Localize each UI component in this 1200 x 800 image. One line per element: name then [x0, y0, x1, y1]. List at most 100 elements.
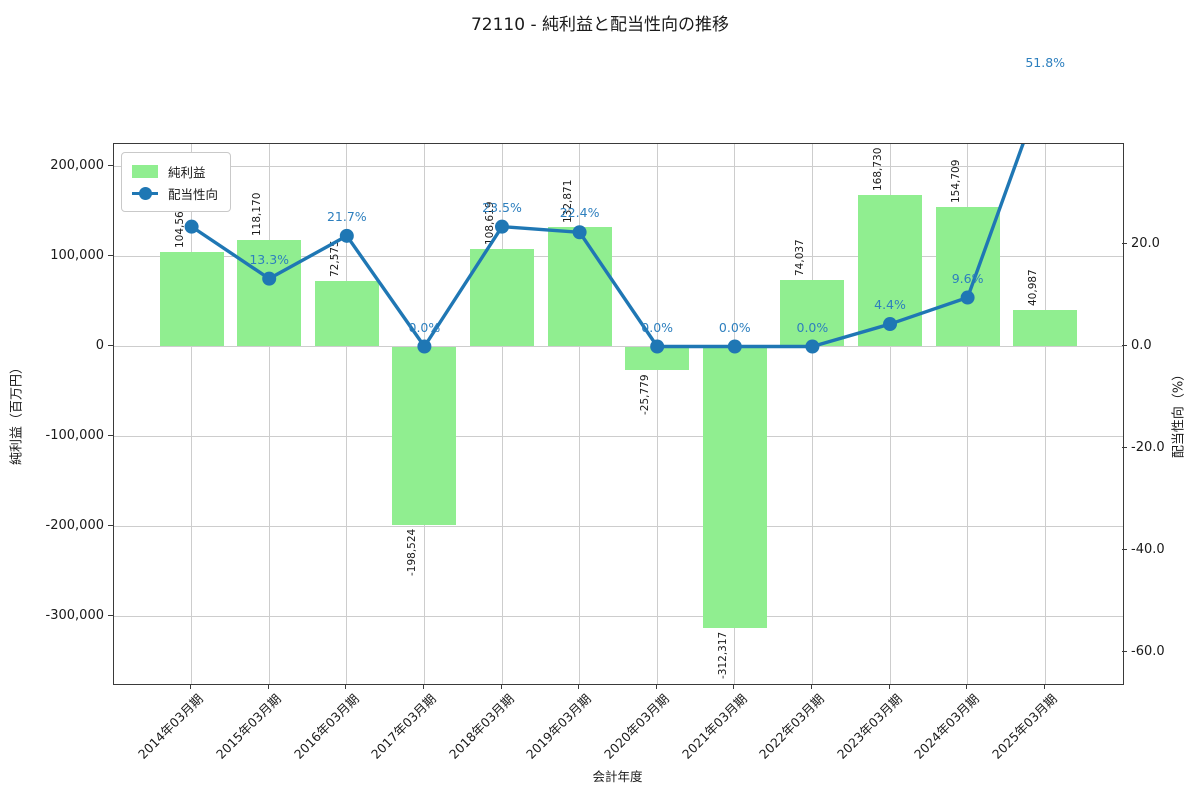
x-ticklabel-6: 2020年03月期 — [600, 691, 672, 762]
bar-2022年03月期 — [780, 279, 845, 347]
legend-line-swatch — [132, 186, 158, 200]
payout-label-3: 0.0% — [408, 319, 441, 335]
x-tickmark-0 — [190, 684, 192, 689]
x-tickmark-6 — [655, 684, 657, 689]
line-marker-7 — [727, 339, 742, 354]
bar-2021年03月期 — [702, 346, 767, 628]
line-marker-6 — [650, 339, 665, 354]
bar-2016年03月期 — [314, 281, 379, 347]
y-left-ticklabel-1: 100,000 — [50, 247, 104, 263]
legend-item-line: 配当性向 — [132, 182, 218, 204]
line-marker-3 — [417, 339, 432, 354]
gridline-v-11 — [1044, 144, 1046, 684]
legend-item-bar: 純利益 — [132, 160, 218, 182]
gridline-v-2 — [346, 144, 348, 684]
line-marker-0 — [184, 219, 199, 234]
gridline-v-1 — [268, 144, 270, 684]
line-marker-8 — [805, 339, 820, 354]
y-right-tickmark-0 — [1122, 243, 1127, 244]
x-tickmark-9 — [888, 684, 890, 689]
bar-2025年03月期 — [1013, 309, 1078, 347]
y-right-ticklabel-0: 20.0 — [1131, 235, 1160, 251]
payout-label-2: 21.7% — [326, 208, 367, 224]
y-left-tickmark-1 — [108, 255, 113, 256]
gridline-v-5 — [579, 144, 581, 684]
legend: 純利益 配当性向 — [121, 152, 232, 212]
gridline-v-4 — [501, 144, 503, 684]
x-tickmark-5 — [578, 684, 580, 689]
x-tickmark-8 — [810, 684, 812, 689]
gridline-v-0 — [191, 144, 193, 684]
x-ticklabel-3: 2017年03月期 — [368, 691, 440, 762]
legend-line-label: 配当性向 — [168, 186, 219, 202]
gridline-v-9 — [889, 144, 891, 684]
legend-line-marker-icon — [139, 186, 152, 200]
x-ticklabel-11: 2025年03月期 — [988, 691, 1060, 762]
x-ticklabel-2: 2016年03月期 — [290, 691, 362, 762]
chart-title: 72110 - 純利益と配当性向の推移 — [470, 15, 730, 35]
gridline-v-8 — [811, 144, 813, 684]
x-ticklabel-9: 2023年03月期 — [833, 691, 905, 762]
gridline-h-0 — [114, 166, 1123, 167]
y-left-ticklabel-3: -100,000 — [45, 427, 104, 443]
y-right-ticklabel-1: 0.0 — [1131, 337, 1152, 353]
y-right-ticklabel-2: -20.0 — [1131, 439, 1165, 455]
y-left-tickmark-4 — [108, 525, 113, 526]
x-tickmark-11 — [1043, 684, 1045, 689]
x-ticklabel-1: 2015年03月期 — [212, 691, 284, 762]
bar-2018年03月期 — [470, 248, 534, 347]
bar-2014年03月期 — [159, 252, 224, 347]
x-axis-label: 会計年度 — [592, 769, 643, 784]
payout-ratio-line — [184, 144, 1025, 354]
payout-label-5: 22.4% — [559, 205, 600, 221]
legend-bar-swatch — [132, 164, 158, 178]
bar-2024年03月期 — [935, 207, 1000, 347]
x-ticklabel-10: 2024年03月期 — [911, 691, 983, 762]
line-marker-10 — [960, 290, 975, 305]
x-tickmark-3 — [422, 684, 424, 689]
y-left-ticklabel-4: -200,000 — [45, 517, 104, 533]
payout-label-8: 0.0% — [796, 319, 829, 335]
line-marker-2 — [339, 228, 354, 243]
x-ticklabel-8: 2022年03月期 — [756, 691, 828, 762]
payout-label-1: 13.3% — [249, 251, 290, 267]
x-ticklabel-7: 2021年03月期 — [678, 691, 750, 762]
line-marker-1 — [262, 271, 277, 286]
payout-label-11: 51.8% — [1025, 55, 1066, 71]
gridline-h-3 — [114, 436, 1123, 437]
bar-2017年03月期 — [392, 346, 457, 526]
y-left-tickmark-0 — [108, 165, 113, 166]
payout-label-10: 9.6% — [951, 270, 984, 286]
x-ticklabel-4: 2018年03月期 — [445, 691, 517, 762]
x-tickmark-4 — [500, 684, 502, 689]
legend-bar-label: 純利益 — [168, 164, 206, 180]
x-tickmark-10 — [966, 684, 968, 689]
x-tickmark-7 — [733, 684, 735, 689]
y-left-ticklabel-2: 0 — [95, 337, 104, 353]
y-left-tickmark-5 — [108, 615, 113, 616]
bar-2019年03月期 — [547, 226, 612, 347]
y-right-tickmark-3 — [1122, 549, 1127, 550]
y-right-tickmark-4 — [1122, 651, 1127, 652]
x-ticklabel-5: 2019年03月期 — [523, 691, 595, 762]
line-path — [190, 144, 1025, 349]
gridline-v-10 — [967, 144, 969, 684]
gridline-h-5 — [114, 616, 1123, 617]
plot-area: 104,564 118,170 72,575 -198,524 108,619 132,8… — [113, 55, 1124, 685]
bar-2020年03月期 — [625, 346, 690, 370]
gridline-h-2 — [114, 346, 1123, 347]
gridline-h-1 — [114, 256, 1123, 257]
x-tickmark-1 — [267, 684, 269, 689]
bar-2015年03月期 — [237, 240, 302, 347]
y-right-ticklabel-4: -60.0 — [1131, 643, 1165, 659]
y-left-ticklabel-0: 200,000 — [50, 157, 104, 173]
x-ticklabel-0: 2014年03月期 — [135, 691, 207, 762]
x-tickmark-2 — [345, 684, 347, 689]
line-marker-9 — [883, 317, 897, 332]
payout-label-9: 4.4% — [874, 297, 906, 313]
line-marker-4 — [495, 219, 509, 234]
y-left-tickmark-3 — [108, 435, 113, 436]
y-right-tickmark-1 — [1122, 345, 1127, 346]
payout-label-6: 0.0% — [641, 319, 674, 335]
y-axis-label-left: 純利益（百万円） — [9, 360, 25, 466]
